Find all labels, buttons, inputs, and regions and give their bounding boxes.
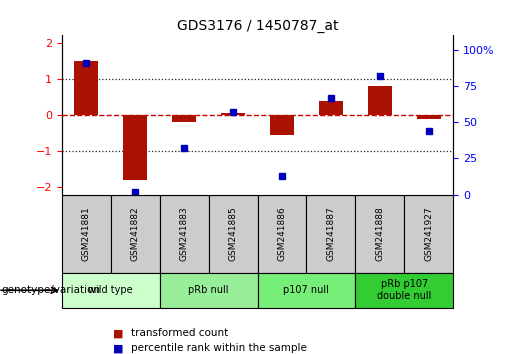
Bar <box>258 195 306 273</box>
Text: ■: ■ <box>113 343 124 354</box>
Bar <box>62 273 160 308</box>
Text: GSM241881: GSM241881 <box>82 206 91 261</box>
Title: GDS3176 / 1450787_at: GDS3176 / 1450787_at <box>177 19 338 33</box>
Text: GSM241883: GSM241883 <box>180 206 188 261</box>
Text: ■: ■ <box>113 328 124 338</box>
Bar <box>306 195 355 273</box>
Bar <box>355 195 404 273</box>
Bar <box>270 115 294 135</box>
Bar <box>172 115 196 122</box>
Bar <box>221 113 245 115</box>
Text: percentile rank within the sample: percentile rank within the sample <box>131 343 307 354</box>
Bar <box>319 101 343 115</box>
Text: pRb null: pRb null <box>188 285 229 295</box>
Text: GSM241885: GSM241885 <box>229 206 237 261</box>
Text: genotype/variation: genotype/variation <box>1 285 100 295</box>
Bar <box>209 195 258 273</box>
Bar <box>368 86 392 115</box>
Bar <box>417 115 441 119</box>
Bar <box>123 115 147 180</box>
Bar <box>404 195 453 273</box>
Bar <box>111 195 160 273</box>
Text: pRb p107
double null: pRb p107 double null <box>377 279 432 301</box>
Text: wild type: wild type <box>89 285 133 295</box>
Bar <box>62 195 111 273</box>
Bar <box>74 61 98 115</box>
Text: GSM241887: GSM241887 <box>327 206 335 261</box>
Bar <box>355 273 453 308</box>
Text: GSM241888: GSM241888 <box>375 206 384 261</box>
Text: transformed count: transformed count <box>131 328 229 338</box>
Text: GSM241882: GSM241882 <box>131 206 140 261</box>
Bar <box>160 195 209 273</box>
Bar <box>160 273 258 308</box>
Text: p107 null: p107 null <box>283 285 330 295</box>
Text: GSM241886: GSM241886 <box>278 206 286 261</box>
Bar <box>258 273 355 308</box>
Text: GSM241927: GSM241927 <box>424 206 433 261</box>
